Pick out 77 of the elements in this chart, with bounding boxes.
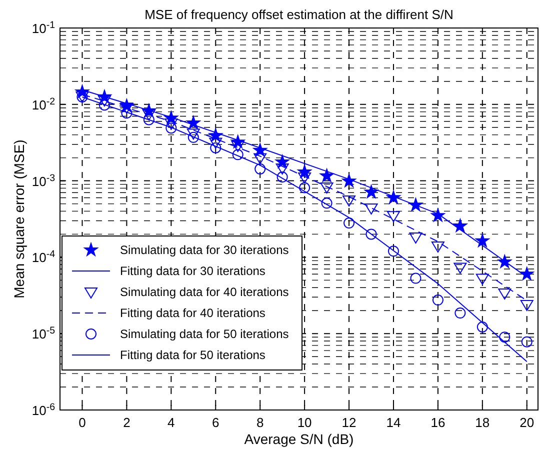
- point: [431, 242, 444, 253]
- y-tick-label: 10$^{-3}$: [32, 172, 55, 189]
- point: [410, 272, 422, 284]
- point: [209, 138, 222, 149]
- point: [142, 109, 156, 120]
- y-tick-label: 10$^{-5}$: [32, 325, 56, 342]
- point: [476, 274, 489, 285]
- point: [386, 211, 400, 222]
- point: [320, 168, 334, 182]
- point: [364, 184, 378, 198]
- point: [366, 228, 377, 240]
- point: [188, 132, 199, 143]
- point: [521, 336, 532, 348]
- point: [408, 198, 423, 212]
- point: [453, 218, 468, 232]
- point: [386, 190, 400, 204]
- x-tick-label: 20: [520, 415, 534, 430]
- x-tick-label: 10: [297, 415, 312, 430]
- point: [498, 254, 512, 268]
- x-tick-label: 16: [430, 415, 446, 430]
- y-tick-label: 10$^{-4}$: [32, 248, 56, 266]
- point: [409, 232, 422, 244]
- point: [98, 96, 111, 107]
- x-tick-label: 6: [212, 415, 220, 430]
- point: [232, 149, 244, 160]
- point: [98, 100, 110, 111]
- x-tick-label: 14: [386, 415, 401, 430]
- point: [499, 332, 510, 343]
- point: [321, 198, 332, 209]
- point: [143, 114, 154, 126]
- legend-label: Fitting data for 50 iterations: [120, 348, 266, 362]
- point: [344, 218, 355, 229]
- point: [520, 300, 534, 312]
- point: [164, 118, 178, 130]
- point: [254, 153, 267, 164]
- y-tick-label: 10$^{-1}$: [32, 20, 55, 36]
- x-tick-label: 0: [78, 415, 86, 430]
- x-tick-label: 18: [475, 415, 490, 430]
- point: [342, 196, 356, 207]
- x-tick-label: 8: [256, 415, 264, 430]
- point: [298, 172, 312, 184]
- legend-label: Fitting data for 40 iterations: [120, 306, 266, 320]
- point: [121, 108, 132, 119]
- x-tick-label: 12: [342, 415, 356, 430]
- point: [186, 128, 200, 140]
- point: [520, 266, 534, 280]
- point: [276, 164, 289, 175]
- chart-title: MSE of frequency offset estimation at the diffirent S/N: [144, 7, 454, 22]
- point: [231, 140, 244, 152]
- legend-label: Simulating data for 30 iterations: [120, 243, 289, 257]
- legend-label: Simulating data for 40 iterations: [120, 285, 289, 299]
- point: [432, 294, 444, 306]
- point: [210, 142, 222, 154]
- point: [320, 182, 334, 194]
- y-axis-title: Mean square error (MSE): [11, 140, 27, 298]
- legend-label: Fitting data for 30 iterations: [120, 264, 266, 278]
- x-tick-label: 2: [123, 415, 130, 430]
- point: [299, 182, 310, 194]
- point: [454, 262, 467, 274]
- point: [388, 246, 399, 257]
- point: [120, 102, 134, 114]
- point: [342, 174, 356, 188]
- point: [454, 308, 466, 319]
- point: [276, 172, 288, 183]
- x-tick-label: 4: [168, 415, 175, 430]
- y-tick-label: 10$^{-2}$: [32, 96, 55, 112]
- legend-label: Simulating data for 50 iterations: [120, 327, 289, 341]
- point: [498, 288, 512, 300]
- x-axis-title: Average S/N (dB): [244, 431, 354, 447]
- point: [431, 208, 445, 222]
- point: [476, 322, 488, 332]
- y-tick-label: 10$^{-6}$: [32, 402, 55, 418]
- point: [364, 204, 378, 215]
- point: [166, 122, 177, 134]
- point: [186, 116, 200, 129]
- point: [254, 163, 266, 174]
- point: [476, 234, 490, 247]
